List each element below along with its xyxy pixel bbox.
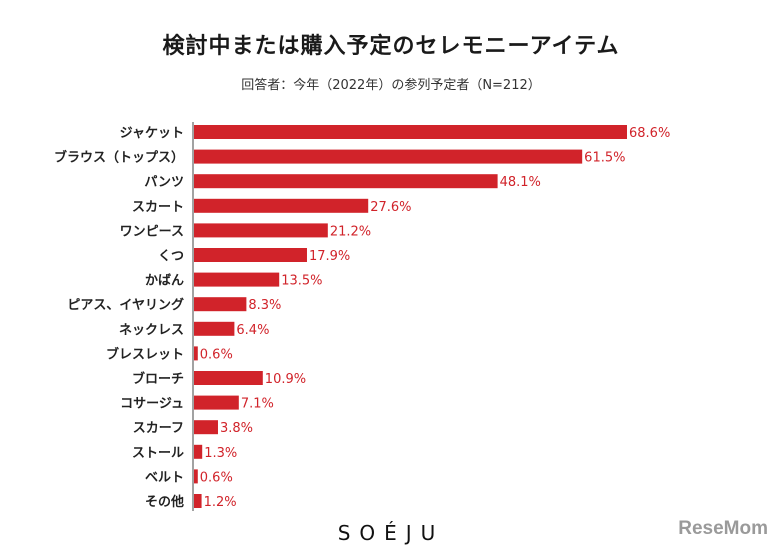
value-label: 0.6% [200, 470, 233, 485]
category-label: ジャケット [120, 126, 184, 141]
category-label: ベルト [145, 470, 184, 485]
bar [194, 297, 247, 312]
bar [194, 469, 198, 484]
value-label: 17.9% [309, 249, 350, 264]
category-label: くつ [158, 249, 184, 264]
value-label: 7.1% [241, 397, 274, 412]
category-label: ブレスレット [106, 346, 184, 362]
value-label: 6.4% [236, 323, 269, 338]
bar [194, 346, 198, 361]
value-label: 68.6% [629, 126, 670, 141]
bar [194, 223, 328, 238]
category-label: パンツ [144, 175, 184, 190]
category-label: スカーフ [133, 421, 184, 436]
value-label: 0.6% [200, 347, 233, 362]
category-label: コサージュ [120, 397, 184, 412]
value-label: 3.8% [220, 421, 253, 436]
category-label: ネックレス [119, 323, 184, 338]
category-label: かばん [145, 274, 184, 289]
bar [194, 371, 263, 385]
chart-subtitle: 回答者：今年（2022年）の参列予定者（N=212） [241, 78, 541, 93]
bar [194, 444, 203, 459]
bar [194, 494, 202, 508]
category-label: ワンピース [120, 224, 184, 239]
value-label: 48.1% [500, 175, 541, 190]
bar [194, 149, 583, 164]
category-label: その他 [145, 494, 184, 510]
bar-chart: ジャケット 68.6% ブラウス（トップス） 61.5% パンツ 48.1% スカート 27.… [54, 122, 670, 511]
watermark-logo: ReseMom [678, 518, 768, 539]
category-label: ブラウス（トップス） [54, 150, 184, 166]
value-label: 61.5% [584, 151, 625, 166]
category-label: ストール [132, 446, 184, 461]
category-label: スカート [132, 200, 184, 215]
chart-title: 検討中または購入予定のセレモニーアイテム [162, 34, 620, 59]
bar [194, 395, 239, 410]
brand-logo: SOÉJU [337, 521, 445, 545]
value-label: 1.2% [204, 495, 237, 510]
value-label: 27.6% [370, 200, 411, 215]
value-label: 13.5% [281, 274, 322, 289]
value-label: 21.2% [330, 224, 371, 239]
bar [194, 420, 218, 435]
category-label: ブローチ [132, 371, 184, 387]
value-label: 10.9% [265, 372, 306, 387]
bar [194, 125, 627, 139]
bar [194, 321, 235, 336]
bar [194, 272, 280, 287]
category-label: ピアス、イヤリング [67, 297, 184, 313]
bar [194, 248, 307, 262]
value-label: 1.3% [204, 446, 237, 461]
value-label: 8.3% [248, 298, 281, 313]
bar [194, 198, 369, 213]
bar [194, 174, 498, 189]
